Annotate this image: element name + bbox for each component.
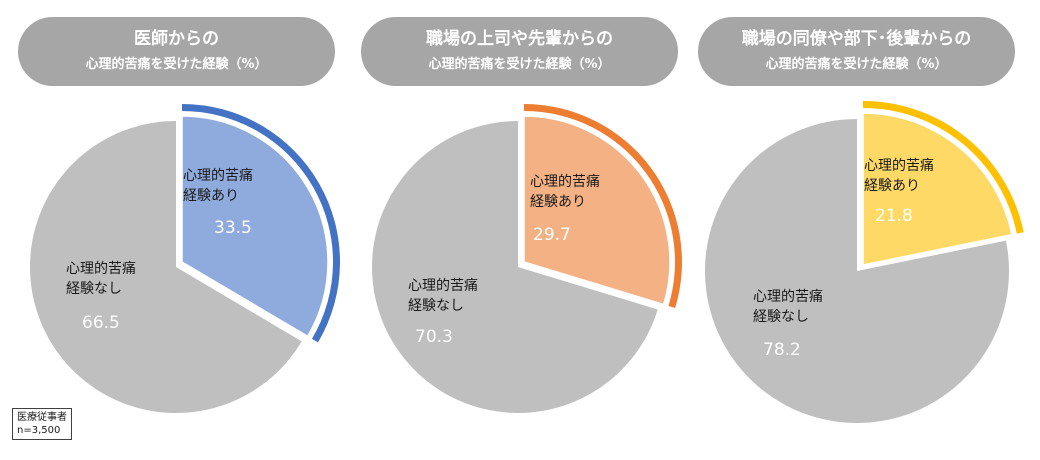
chart-1-label-yes-line2: 経験あり xyxy=(183,188,239,204)
chart-3-title-line1: 職場の同僚や部下･後輩からの xyxy=(741,29,972,49)
chart-2-label-yes-line1: 心理的苦痛 xyxy=(530,173,600,190)
chart-2-title-line1: 職場の上司や先輩からの xyxy=(426,29,613,49)
chart-3-label-no-line1: 心理的苦痛 xyxy=(753,288,823,305)
chart-1-value-yes: 33.5 xyxy=(214,218,252,238)
chart-3-slice-yes-group xyxy=(862,101,1024,266)
chart-3-title-line2: 心理的苦痛を受けた経験（%） xyxy=(765,57,948,72)
sample-note: 医療従事者 n=3,500 xyxy=(12,408,72,440)
chart-1-title: 医師からの 心理的苦痛を受けた経験（%） xyxy=(18,17,335,86)
chart-1-slice-yes-group xyxy=(181,104,341,343)
chart-3-accent-ring xyxy=(863,101,1024,234)
chart-2-label-no-line2: 経験なし xyxy=(408,298,464,314)
chart-3-label-no-line2: 経験なし xyxy=(753,309,809,325)
chart-1-title-line1: 医師からの xyxy=(134,29,219,49)
chart-3-label-yes-line2: 経験あり xyxy=(864,178,920,194)
chart-2-slice-yes xyxy=(523,115,671,306)
chart-3-slice-yes xyxy=(862,112,1013,266)
sample-note-size: n=3,500 xyxy=(17,425,61,436)
chart-2-title: 職場の上司や先輩からの 心理的苦痛を受けた経験（%） xyxy=(361,17,678,86)
chart-1-slice-yes xyxy=(181,115,329,338)
chart-1-label-no-line2: 経験なし xyxy=(66,281,122,297)
chart-1-title-line2: 心理的苦痛を受けた経験（%） xyxy=(85,57,268,72)
chart-2-value-yes: 29.7 xyxy=(533,225,571,245)
chart-2-title-line2: 心理的苦痛を受けた経験（%） xyxy=(428,57,611,72)
chart-1-value-no: 66.5 xyxy=(82,313,120,333)
chart-3-value-no: 78.2 xyxy=(763,340,801,360)
chart-1-slice-no xyxy=(29,121,302,413)
chart-3-value-yes: 21.8 xyxy=(875,206,913,226)
chart-1-label-yes-line1: 心理的苦痛 xyxy=(183,167,253,184)
chart-2-slice-no xyxy=(372,121,658,413)
chart-3-label-yes-line1: 心理的苦痛 xyxy=(864,157,934,174)
chart-2-slice-yes-group xyxy=(523,104,683,308)
sample-note-population: 医療従事者 xyxy=(17,412,67,423)
chart-3-title: 職場の同僚や部下･後輩からの 心理的苦痛を受けた経験（%） xyxy=(698,17,1015,86)
chart-1-accent-ring xyxy=(182,104,341,343)
chart-3-slice-no xyxy=(704,119,1009,423)
chart-2-value-no: 70.3 xyxy=(415,327,453,347)
chart-2-label-no-line1: 心理的苦痛 xyxy=(408,277,478,294)
chart-1-label-no-line1: 心理的苦痛 xyxy=(66,260,136,277)
chart-2-label-yes-line2: 経験あり xyxy=(530,194,586,210)
